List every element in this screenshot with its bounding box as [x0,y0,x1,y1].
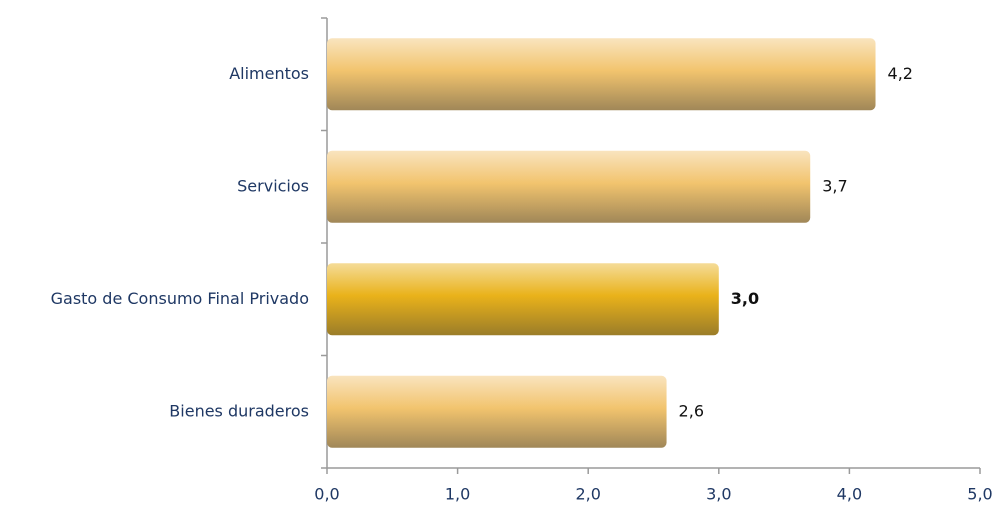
value-label: 2,6 [679,401,704,420]
x-tick-label: 1,0 [445,485,470,504]
x-tick-label: 3,0 [706,485,731,504]
value-label: 4,2 [888,64,913,83]
bar [327,150,811,223]
category-label: Servicios [237,176,309,195]
x-tick-label: 0,0 [314,485,339,504]
bar [327,38,876,111]
value-label: 3,0 [731,289,759,308]
value-label: 3,7 [822,176,847,195]
category-label: Bienes duraderos [169,401,309,420]
x-tick-label: 5,0 [967,485,992,504]
bar [327,375,667,448]
x-tick-label: 4,0 [837,485,862,504]
bar [327,263,719,336]
category-label: Alimentos [229,64,309,83]
category-label: Gasto de Consumo Final Privado [51,289,309,308]
x-tick-label: 2,0 [575,485,600,504]
